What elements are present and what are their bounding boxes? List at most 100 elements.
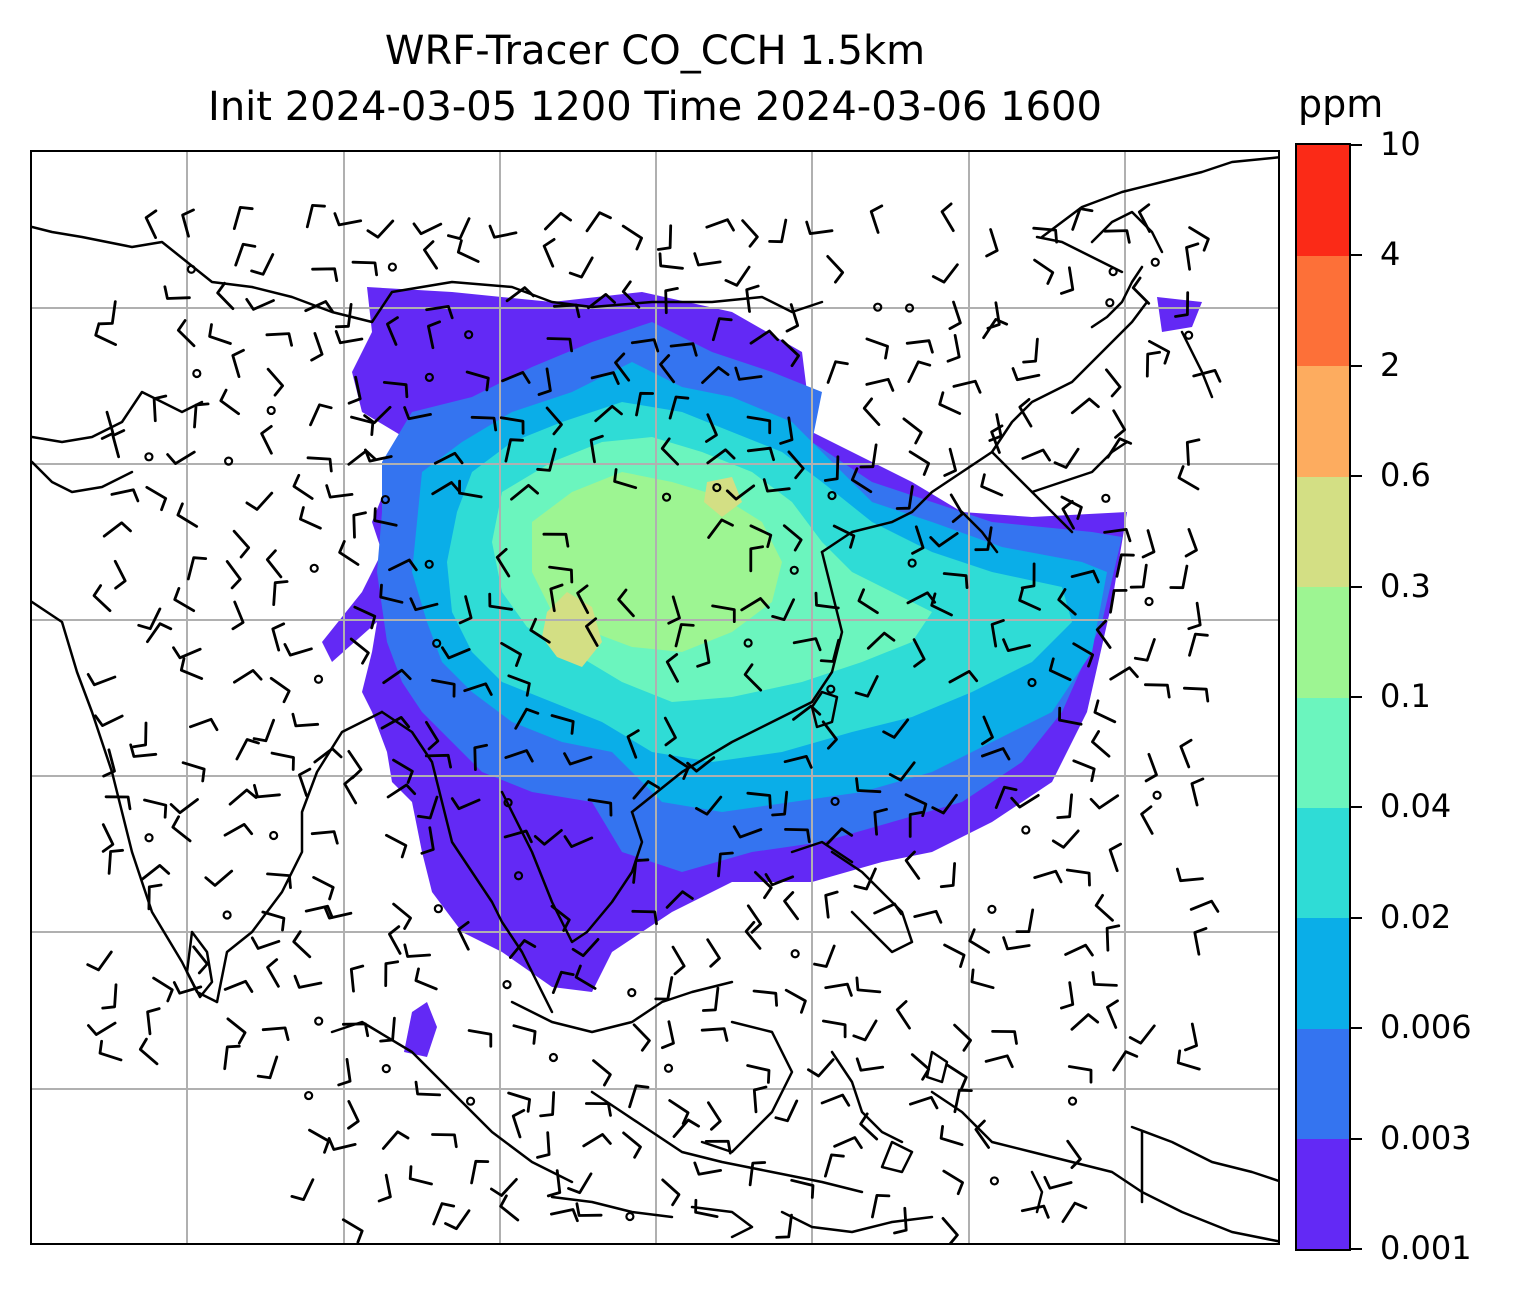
wind-barb: [423, 240, 438, 270]
wind-barb: [663, 716, 677, 747]
wind-barb: [1032, 226, 1058, 244]
wind-barb: [696, 639, 711, 668]
wind-barb: [94, 322, 117, 346]
wind-barb: [854, 675, 879, 698]
wind-barb: [743, 663, 763, 692]
wind-barb: [337, 1058, 352, 1087]
wind-barb: [695, 795, 723, 816]
wind-barb: [783, 891, 799, 921]
wind-barb: [585, 211, 612, 233]
wind-barb: [166, 450, 196, 465]
wind-barb: [942, 1169, 964, 1196]
wind-barb: [144, 209, 158, 239]
calm-wind-marker: [424, 372, 434, 382]
colorbar: [1295, 143, 1351, 1251]
wind-barb: [152, 394, 168, 423]
wind-barb: [542, 532, 570, 548]
wind-barb: [853, 867, 877, 891]
wind-barb: [536, 1131, 551, 1159]
calm-wind-marker: [1144, 596, 1154, 607]
colorbar-segment: [1297, 697, 1349, 808]
wind-barb: [252, 718, 275, 743]
wind-barb: [1051, 829, 1080, 849]
wind-barb: [381, 1130, 410, 1150]
calm-wind-marker: [661, 492, 672, 502]
wind-barb: [304, 300, 334, 313]
coastline: [590, 1090, 864, 1194]
calm-wind-marker: [987, 904, 997, 914]
wind-barb: [913, 909, 943, 924]
wind-barb: [386, 783, 417, 799]
wind-barb: [746, 446, 775, 462]
coastline: [700, 1020, 794, 1154]
wind-barb: [347, 449, 377, 466]
wind-barb: [544, 211, 572, 231]
wind-barb: [550, 904, 571, 932]
wind-barb: [363, 405, 392, 425]
wind-barb: [1144, 683, 1171, 699]
coastline: [810, 690, 839, 729]
wind-barb: [250, 936, 281, 950]
calm-wind-marker: [502, 979, 512, 990]
coastline: [1090, 265, 1144, 329]
coastline: [1130, 1125, 1278, 1182]
wind-barb: [592, 1059, 612, 1087]
colorbar-tick: [1351, 1137, 1362, 1140]
wind-barb: [420, 826, 435, 855]
coastline: [690, 1205, 754, 1239]
wind-barb: [412, 222, 443, 236]
calm-wind-marker: [663, 1063, 674, 1073]
wind-barb: [152, 976, 174, 1003]
coastline: [960, 510, 999, 554]
wind-barb: [908, 450, 931, 476]
colorbar-tick-label: 10: [1380, 125, 1421, 163]
wind-barb: [470, 415, 498, 432]
wind-barb: [457, 921, 470, 951]
wind-barb: [1060, 495, 1083, 520]
coastline: [32, 460, 134, 494]
wind-barb: [465, 370, 490, 392]
wind-barb: [86, 950, 113, 972]
wind-barb: [432, 1202, 456, 1226]
colorbar-tick-label: 0.04: [1380, 787, 1452, 826]
calm-wind-marker: [1108, 267, 1118, 277]
wind-barb: [667, 595, 681, 625]
wind-barb: [746, 791, 772, 809]
wind-barb: [219, 388, 240, 416]
wind-barb: [635, 391, 654, 417]
wind-barb: [388, 925, 402, 955]
coastline: [1035, 235, 1124, 274]
wind-barb: [1105, 924, 1121, 952]
wind-barb: [111, 429, 126, 459]
calm-wind-marker: [907, 558, 917, 568]
wind-barb: [470, 1159, 490, 1185]
wind-barb: [974, 1119, 990, 1149]
wind-barb: [505, 286, 535, 303]
calm-wind-marker: [424, 559, 434, 569]
wind-barb: [1095, 619, 1112, 649]
wind-barb: [911, 525, 925, 555]
wind-barb: [223, 1044, 241, 1071]
coastline: [380, 710, 554, 1014]
wind-barb: [1002, 936, 1031, 951]
wind-barb: [752, 989, 778, 1007]
calm-wind-marker: [144, 833, 154, 843]
wind-barb: [1011, 367, 1041, 382]
calm-wind-marker: [432, 638, 442, 648]
wind-barb: [582, 1133, 612, 1148]
wind-barb: [1033, 258, 1055, 285]
wind-barb: [895, 1000, 911, 1030]
wind-barb: [943, 943, 966, 968]
wind-barb: [1060, 981, 1075, 1010]
wind-barb: [942, 572, 969, 589]
wind-barb: [725, 484, 756, 501]
wind-barb: [341, 1218, 364, 1243]
wind-barb: [1131, 276, 1151, 305]
wind-barb: [431, 481, 461, 496]
wind-barb: [771, 598, 795, 621]
wind-barb: [782, 524, 803, 552]
wind-barb: [1056, 793, 1073, 819]
wind-barb: [748, 1161, 767, 1187]
wind-barb: [574, 964, 597, 990]
coastline: [550, 1195, 674, 1219]
